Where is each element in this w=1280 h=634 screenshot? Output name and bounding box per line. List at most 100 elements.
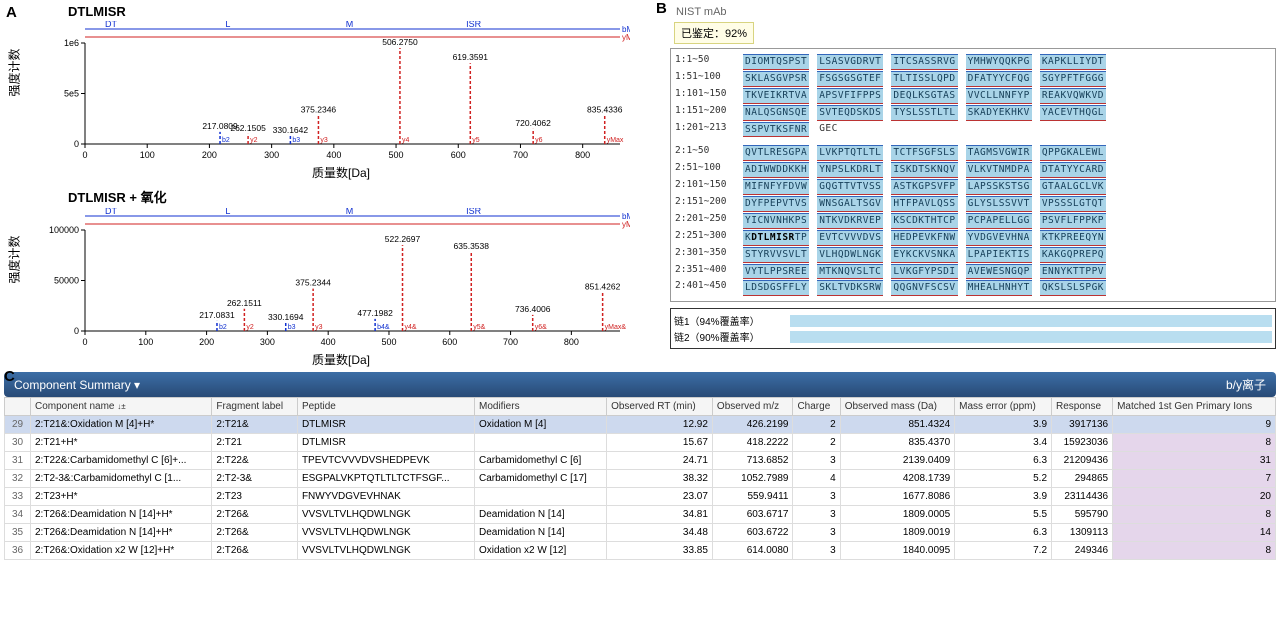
table-cell[interactable]: 24.71 <box>607 452 713 470</box>
table-cell[interactable]: FNWYVDGVEVHNAK <box>297 488 474 506</box>
table-cell[interactable]: 2:T26& <box>212 506 298 524</box>
table-row[interactable]: 362:T26&:Oxidation x2 W [12]+H*2:T26&VVS… <box>5 542 1276 560</box>
table-cell[interactable]: 603.6717 <box>712 506 793 524</box>
table-cell[interactable]: 294865 <box>1052 470 1113 488</box>
table-cell[interactable]: 7 <box>1113 470 1276 488</box>
table-cell[interactable]: DTLMISR <box>297 434 474 452</box>
table-cell[interactable]: 2:T21&:Oxidation M [4]+H* <box>31 416 212 434</box>
table-cell[interactable]: ESGPALVKPTQTLTLTCTFSGF... <box>297 470 474 488</box>
table-cell[interactable]: 2 <box>793 434 840 452</box>
table-cell[interactable]: 2:T26&:Oxidation x2 W [12]+H* <box>31 542 212 560</box>
table-cell[interactable]: 2:T26& <box>212 524 298 542</box>
table-cell[interactable]: 23.07 <box>607 488 713 506</box>
table-cell[interactable]: 2:T2-3&:Carbamidomethyl C [1... <box>31 470 212 488</box>
table-cell[interactable]: 559.9411 <box>712 488 793 506</box>
table-row[interactable]: 342:T26&:Deamidation N [14]+H*2:T26&VVSV… <box>5 506 1276 524</box>
table-cell[interactable]: 8 <box>1113 506 1276 524</box>
table-cell[interactable]: DTLMISR <box>297 416 474 434</box>
table-header[interactable]: Peptide <box>297 398 474 416</box>
table-cell[interactable]: Oxidation M [4] <box>475 416 607 434</box>
table-cell[interactable]: 595790 <box>1052 506 1113 524</box>
table-cell[interactable]: Deamidation N [14] <box>475 524 607 542</box>
table-cell[interactable]: 2:T21& <box>212 416 298 434</box>
table-cell[interactable]: 2:T22&:Carbamidomethyl C [6]+... <box>31 452 212 470</box>
table-cell[interactable]: 31 <box>1113 452 1276 470</box>
table-cell[interactable]: 6.3 <box>955 452 1052 470</box>
table-cell[interactable] <box>475 488 607 506</box>
table-header[interactable]: Response <box>1052 398 1113 416</box>
component-summary-title[interactable]: Component Summary ▾ <box>14 378 140 392</box>
component-summary-bar[interactable]: Component Summary ▾ b/y离子 <box>4 372 1276 397</box>
table-cell[interactable]: 3 <box>793 506 840 524</box>
table-cell[interactable]: VVSVLTVLHQDWLNGK <box>297 506 474 524</box>
table-cell[interactable]: 2:T26&:Deamidation N [14]+H* <box>31 506 212 524</box>
table-header[interactable]: Matched 1st Gen Primary Ions <box>1113 398 1276 416</box>
table-cell[interactable]: 2 <box>793 416 840 434</box>
table-cell[interactable]: 835.4370 <box>840 434 954 452</box>
table-header[interactable]: Observed m/z <box>712 398 793 416</box>
table-cell[interactable]: 3 <box>793 542 840 560</box>
table-header[interactable]: Charge <box>793 398 840 416</box>
table-cell[interactable]: 603.6722 <box>712 524 793 542</box>
table-cell[interactable]: Carbamidomethyl C [6] <box>475 452 607 470</box>
table-cell[interactable]: 23114436 <box>1052 488 1113 506</box>
table-cell[interactable]: 7.2 <box>955 542 1052 560</box>
table-cell[interactable]: VVSVLTVLHQDWLNGK <box>297 542 474 560</box>
table-header[interactable]: Observed mass (Da) <box>840 398 954 416</box>
table-cell[interactable]: 3.9 <box>955 416 1052 434</box>
table-cell[interactable]: 4 <box>793 470 840 488</box>
table-cell[interactable]: 2:T2-3& <box>212 470 298 488</box>
table-cell[interactable]: 1309113 <box>1052 524 1113 542</box>
table-header[interactable]: Observed RT (min) <box>607 398 713 416</box>
table-cell[interactable]: 6.3 <box>955 524 1052 542</box>
table-cell[interactable]: 2:T23+H* <box>31 488 212 506</box>
table-cell[interactable]: 3917136 <box>1052 416 1113 434</box>
table-cell[interactable]: 2139.0409 <box>840 452 954 470</box>
table-row[interactable]: 322:T2-3&:Carbamidomethyl C [1...2:T2-3&… <box>5 470 1276 488</box>
table-cell[interactable]: 2:T21+H* <box>31 434 212 452</box>
table-cell[interactable]: 2:T23 <box>212 488 298 506</box>
table-cell[interactable]: 3 <box>793 524 840 542</box>
table-header[interactable] <box>5 398 31 416</box>
table-cell[interactable]: TPEVTCVVVDVSHEDPEVK <box>297 452 474 470</box>
table-cell[interactable]: 2:T21 <box>212 434 298 452</box>
table-header[interactable]: Mass error (ppm) <box>955 398 1052 416</box>
table-cell[interactable]: 38.32 <box>607 470 713 488</box>
table-cell[interactable]: 2:T26&:Deamidation N [14]+H* <box>31 524 212 542</box>
table-cell[interactable]: 15.67 <box>607 434 713 452</box>
table-header[interactable]: Modifiers <box>475 398 607 416</box>
table-cell[interactable]: 713.6852 <box>712 452 793 470</box>
table-cell[interactable]: 4208.1739 <box>840 470 954 488</box>
table-row[interactable]: 2 9 2:T21&:Oxidation M [4]+H*2:T21&DTLMISR… <box>5 416 1276 434</box>
table-cell[interactable]: 15923036 <box>1052 434 1113 452</box>
table-cell[interactable]: 3.9 <box>955 488 1052 506</box>
table-cell[interactable]: 34.48 <box>607 524 713 542</box>
table-header[interactable]: Component name ↓± <box>31 398 212 416</box>
table-cell[interactable]: 1840.0095 <box>840 542 954 560</box>
table-cell[interactable]: 21209436 <box>1052 452 1113 470</box>
table-cell[interactable] <box>475 434 607 452</box>
table-cell[interactable]: 1677.8086 <box>840 488 954 506</box>
table-row[interactable]: 312:T22&:Carbamidomethyl C [6]+...2:T22&… <box>5 452 1276 470</box>
table-cell[interactable]: 249346 <box>1052 542 1113 560</box>
table-cell[interactable]: Carbamidomethyl C [17] <box>475 470 607 488</box>
table-cell[interactable]: 5.5 <box>955 506 1052 524</box>
table-cell[interactable]: 851.4324 <box>840 416 954 434</box>
table-cell[interactable]: 426.2199 <box>712 416 793 434</box>
table-cell[interactable]: 8 <box>1113 434 1276 452</box>
table-row[interactable]: 332:T23+H*2:T23FNWYVDGVEVHNAK23.07559.94… <box>5 488 1276 506</box>
table-cell[interactable]: 2:T26& <box>212 542 298 560</box>
table-cell[interactable]: 3 <box>793 452 840 470</box>
table-cell[interactable]: 3.4 <box>955 434 1052 452</box>
table-row[interactable]: 302:T21+H*2:T21DTLMISR15.67418.22222835.… <box>5 434 1276 452</box>
table-header[interactable]: Fragment label <box>212 398 298 416</box>
component-table[interactable]: Component name ↓±Fragment labelPeptideMo… <box>4 397 1276 560</box>
table-cell[interactable]: 1809.0019 <box>840 524 954 542</box>
table-cell[interactable]: 8 <box>1113 542 1276 560</box>
table-cell[interactable]: 614.0080 <box>712 542 793 560</box>
table-row[interactable]: 352:T26&:Deamidation N [14]+H*2:T26&VVSV… <box>5 524 1276 542</box>
table-cell[interactable]: 9 <box>1113 416 1276 434</box>
table-cell[interactable]: 34.81 <box>607 506 713 524</box>
table-cell[interactable]: 33.85 <box>607 542 713 560</box>
table-cell[interactable]: 1052.7989 <box>712 470 793 488</box>
